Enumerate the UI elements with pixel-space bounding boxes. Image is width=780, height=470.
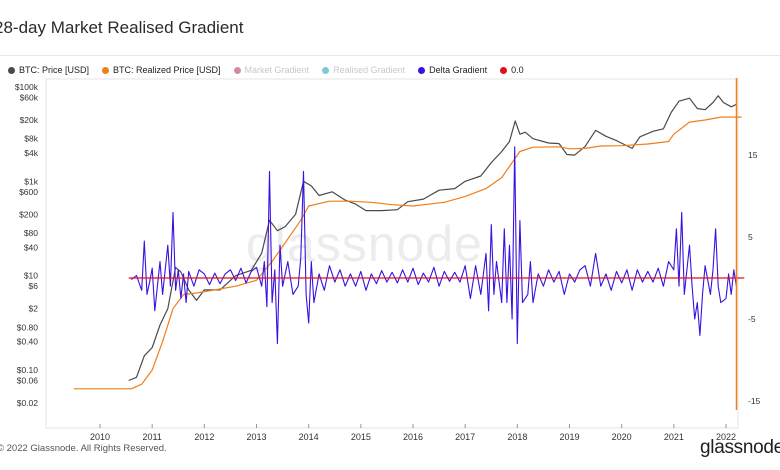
x-tick-label: 2011: [142, 432, 161, 442]
x-tick-label: 2010: [90, 432, 110, 442]
y-left-tick-label: $4k: [24, 148, 38, 158]
y-right-tick-label: 5: [748, 232, 753, 242]
y-left-tick-label: $40: [24, 242, 38, 252]
x-tick-label: 2018: [507, 432, 527, 442]
x-tick-label: 2016: [403, 432, 423, 442]
y-left-tick-label: $600: [19, 187, 38, 197]
legend-label: BTC: Realized Price [USD]: [113, 65, 221, 75]
y-left-tick-label: $0.40: [17, 337, 39, 347]
legend-label: Realised Gradient: [333, 65, 406, 75]
legend-swatch: [500, 66, 508, 74]
y-left-tick-label: $2: [29, 304, 39, 314]
chart-legend: BTC: Price [USD] BTC: Realized Price [USD…: [8, 64, 537, 76]
x-tick-label: 2014: [299, 432, 319, 442]
y-right-tick-label: 15: [748, 150, 758, 160]
legend-label: Market Gradient: [244, 65, 310, 75]
y-left-tick-label: $0.10: [17, 365, 39, 375]
header-divider: [0, 55, 780, 56]
y-left-tick-label: $10: [24, 271, 38, 281]
legend-item[interactable]: 0.0: [500, 64, 524, 76]
y-left-tick-label: $60k: [20, 92, 39, 102]
y-left-tick-label: $0.80: [17, 322, 39, 332]
series-line-btc-realized-price-usd: [73, 116, 742, 390]
legend-label: BTC: Price [USD]: [19, 65, 90, 75]
x-tick-label: 2022: [716, 432, 736, 442]
x-tick-label: 2015: [351, 432, 371, 442]
legend-label: Delta Gradient: [429, 65, 488, 75]
y-left-tick-label: $8k: [24, 134, 38, 144]
legend-item[interactable]: Delta Gradient: [418, 64, 487, 76]
legend-label: 0.0: [511, 65, 524, 75]
y-left-tick-label: $0.06: [17, 375, 39, 385]
legend-item[interactable]: BTC: Realized Price [USD]: [102, 64, 221, 76]
legend-swatch: [102, 66, 110, 74]
x-tick-label: 2021: [664, 432, 684, 442]
legend-swatch: [418, 66, 426, 74]
copyright-footer: © 2022 Glassnode. All Rights Reserved.: [0, 443, 167, 454]
watermark-logo: glassnode: [246, 216, 483, 272]
y-left-tick-label: $200: [19, 209, 38, 219]
series-line-btc-price-usd: [128, 95, 737, 382]
y-right-tick-label: -5: [748, 314, 756, 324]
y-left-tick-label: $0.02: [17, 398, 39, 408]
plot-frame: [45, 78, 739, 429]
x-tick-label: 2019: [559, 432, 579, 442]
legend-item[interactable]: Realised Gradient: [322, 64, 405, 76]
legend-item[interactable]: BTC: Price [USD]: [8, 64, 89, 76]
y-left-tick-label: $1k: [24, 176, 38, 186]
brand-logo: glassnode: [700, 437, 780, 458]
x-tick-label: 2012: [194, 432, 214, 442]
y-left-tick-label: $80: [24, 228, 38, 238]
y-left-tick-label: $20k: [20, 115, 39, 125]
legend-item[interactable]: Market Gradient: [233, 64, 310, 76]
y-left-tick-label: $100k: [15, 82, 39, 92]
legend-swatch: [233, 66, 241, 74]
series-line-delta-gradient: [130, 146, 737, 345]
legend-swatch: [8, 66, 15, 74]
chart-title: 28-day Market Realised Gradient: [0, 18, 244, 37]
y-right-tick-label: -15: [748, 396, 761, 406]
y-left-tick-label: $6: [29, 281, 39, 291]
legend-swatch: [322, 66, 330, 74]
x-tick-label: 2020: [612, 432, 632, 442]
x-tick-label: 2017: [455, 432, 475, 442]
x-tick-label: 2013: [246, 432, 266, 442]
